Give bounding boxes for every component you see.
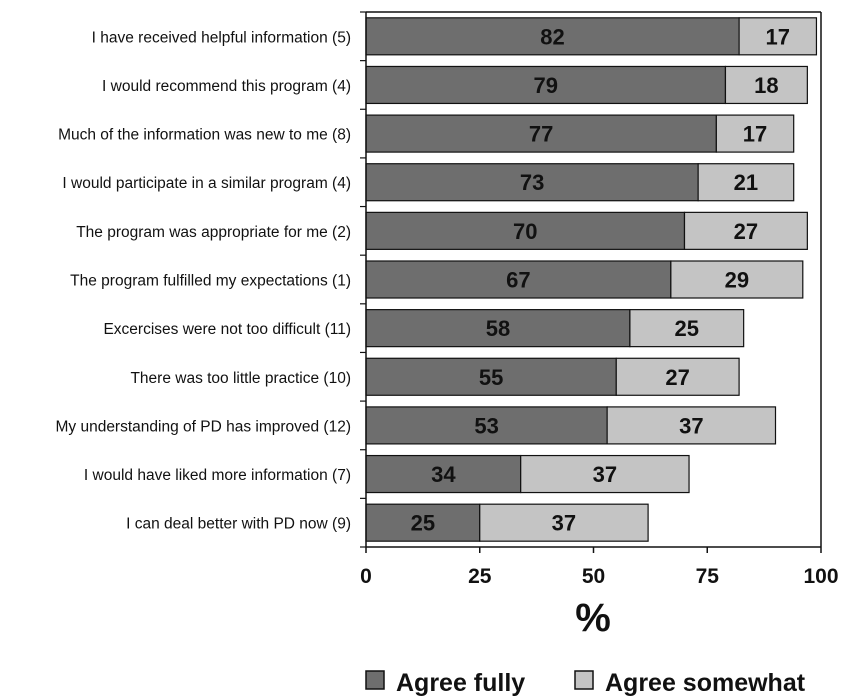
bar-segment-agree-fully: [365, 309, 631, 348]
category-label: I would have liked more information (7): [84, 467, 351, 484]
bar-segment-agree-somewhat: [697, 163, 795, 202]
bar-segment-agree-somewhat: [724, 65, 808, 105]
category-label: I have received helpful information (5): [92, 29, 351, 46]
value-label: 27: [665, 365, 689, 390]
category-label: I can deal better with PD now (9): [126, 516, 351, 533]
category-label: My understanding of PD has improved (12): [55, 418, 351, 435]
x-tick-label: 100: [803, 565, 838, 588]
value-label: 18: [754, 73, 778, 98]
x-tick-label: 0: [360, 565, 372, 588]
category-label: I would recommend this program (4): [102, 78, 351, 95]
value-label: 37: [679, 413, 703, 438]
value-label: 79: [533, 73, 557, 98]
value-label: 29: [725, 268, 749, 293]
value-label: 17: [743, 122, 767, 147]
value-label: 53: [474, 413, 498, 438]
bar-segment-agree-fully: [365, 114, 717, 153]
value-label: 25: [411, 511, 435, 536]
legend-swatch-agree-somewhat: [574, 670, 594, 690]
bar-segment-agree-fully: [365, 503, 481, 542]
value-label: 82: [540, 24, 564, 49]
bar-segment-agree-somewhat: [606, 406, 777, 445]
bar-segment-agree-somewhat: [615, 357, 740, 396]
value-label: 55: [479, 365, 503, 390]
bar-segment-agree-somewhat: [520, 454, 690, 494]
value-label: 37: [552, 511, 576, 536]
bar-segment-agree-fully: [365, 65, 727, 105]
x-tick-label: 75: [696, 565, 720, 588]
value-label: 70: [513, 219, 537, 244]
bar-segment-agree-fully: [365, 17, 740, 56]
category-label: There was too little practice (10): [130, 370, 351, 387]
value-label: 37: [593, 462, 617, 487]
bar-segment-agree-somewhat: [629, 309, 745, 348]
category-label: Much of the information was new to me (8…: [58, 127, 351, 144]
category-labels: I have received helpful information (5) I…: [55, 29, 351, 532]
legend-swatch-agree-fully: [365, 670, 385, 690]
legend-label-agree-fully: Agree fully: [396, 669, 525, 697]
value-label: 21: [734, 170, 758, 195]
category-label: The program was appropriate for me (2): [76, 224, 351, 241]
value-label: 58: [486, 316, 510, 341]
bar-segment-agree-somewhat: [738, 17, 818, 56]
value-label: 73: [520, 170, 544, 195]
value-label: 17: [766, 24, 790, 49]
bar-segment-agree-somewhat: [670, 260, 804, 299]
category-label: Excercises were not too difficult (11): [103, 321, 351, 338]
bar-segment-agree-fully: [365, 454, 522, 494]
x-tick-label: 25: [468, 565, 492, 588]
value-labels: 82 17 79 18 77 17 73 21 70 27 67 29 58 25 55 27 53 37 34 37…: [411, 24, 790, 535]
bars-group: [365, 17, 818, 542]
value-label: 27: [734, 219, 758, 244]
legend-label-agree-somewhat: Agree somewhat: [605, 669, 806, 697]
value-label: 77: [529, 122, 553, 147]
bar-segment-agree-somewhat: [683, 211, 808, 250]
category-label: The program fulfilled my expectations (1…: [70, 273, 351, 290]
x-axis-title: %: [575, 596, 611, 640]
bar-segment-agree-fully: [365, 163, 699, 202]
value-label: 34: [431, 462, 456, 487]
value-label: 67: [506, 268, 530, 293]
legend: Agree fully Agree somewhat: [365, 669, 806, 697]
bar-segment-agree-somewhat: [479, 503, 649, 542]
bar-segment-agree-somewhat: [715, 114, 795, 153]
value-label: 25: [675, 316, 699, 341]
axes: 0 25 50 75 100: [360, 11, 839, 588]
category-label: I would participate in a similar program…: [62, 175, 351, 192]
x-tick-label: 50: [582, 565, 605, 588]
